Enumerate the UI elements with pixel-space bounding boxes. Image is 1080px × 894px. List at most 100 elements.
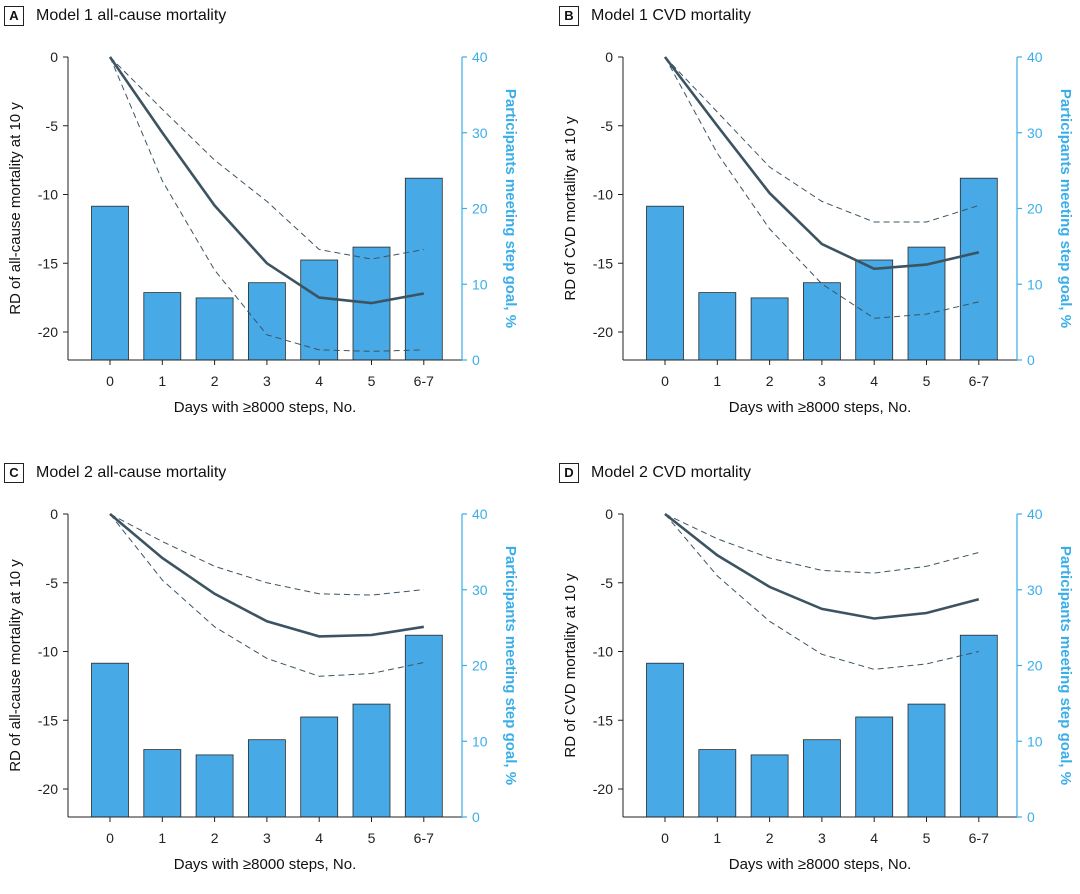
left-tick-label: -20 <box>38 324 58 340</box>
panel-header: D Model 2 CVD mortality <box>559 463 751 483</box>
left-tick-label: -15 <box>593 712 613 728</box>
bar <box>195 297 234 361</box>
x-tick-label: 2 <box>766 373 774 389</box>
x-tick-label: 6-7 <box>969 830 989 846</box>
bar <box>802 282 841 361</box>
left-tick-label: 0 <box>605 506 613 522</box>
chart-svg: 0 -5 -10 -15 -20 0 1 2 3 4 5 6-7 40 30 20 10 0 Days with … <box>7 49 519 416</box>
bar <box>195 754 234 818</box>
right-tick-label: 0 <box>472 809 480 825</box>
right-tick-label: 20 <box>472 658 488 674</box>
bar <box>352 703 391 818</box>
panel-letter: B <box>559 6 579 26</box>
x-tick-label: 4 <box>870 830 878 846</box>
x-tick-label: 5 <box>368 373 376 389</box>
bar <box>802 739 841 818</box>
right-tick-label: 40 <box>1027 506 1043 522</box>
panel-a: A Model 1 all-cause mortality 0 -5 -10 -15 -… <box>0 0 540 437</box>
panel-d: D Model 2 CVD mortality 0 -5 -10 -15 -20 0 1 2 3… <box>555 457 1080 894</box>
ci-line <box>664 56 979 319</box>
chart-svg: 0 -5 -10 -15 -20 0 1 2 3 4 5 6-7 40 30 20 10 0 Days with … <box>562 506 1074 873</box>
y-axis-label: RD of all-cause mortality at 10 y <box>7 102 24 315</box>
x-tick-label: 3 <box>263 830 271 846</box>
x-axis-label: Days with ≥8000 steps, No. <box>174 856 356 873</box>
ci-line <box>109 513 424 596</box>
chart-svg: 0 -5 -10 -15 -20 0 1 2 3 4 5 6-7 40 30 20 10 0 Days with … <box>7 506 519 873</box>
x-axis-label: Days with ≥8000 steps, No. <box>729 399 911 416</box>
left-tick-label: -15 <box>38 255 58 271</box>
x-tick-label: 1 <box>158 373 166 389</box>
panel-b: B Model 1 CVD mortality 0 -5 -10 -15 -20 0 1 2 3… <box>555 0 1080 437</box>
bar <box>855 716 894 818</box>
right-tick-label: 20 <box>1027 201 1043 217</box>
right-tick-label: 40 <box>1027 49 1043 65</box>
x-tick-label: 2 <box>766 830 774 846</box>
panel-title: Model 2 all-cause mortality <box>36 464 227 481</box>
bar <box>300 259 339 361</box>
x-tick-label: 0 <box>661 830 669 846</box>
x-tick-label: 0 <box>661 373 669 389</box>
x-tick-label: 2 <box>211 373 219 389</box>
bar <box>907 703 946 818</box>
bar <box>247 282 286 361</box>
x-tick-label: 4 <box>315 830 323 846</box>
bar <box>698 292 737 361</box>
ci-line <box>109 56 424 352</box>
left-tick-label: -10 <box>593 644 613 660</box>
left-tick-label: -5 <box>601 118 614 134</box>
left-tick-label: -5 <box>46 118 59 134</box>
panel-header: A Model 1 all-cause mortality <box>4 6 226 26</box>
bar <box>247 739 286 818</box>
bar <box>91 205 129 361</box>
right-tick-label: 20 <box>472 201 488 217</box>
y2-axis-label: Participants meeting step goal, % <box>1057 89 1074 328</box>
x-tick-label: 1 <box>158 830 166 846</box>
x-tick-label: 4 <box>315 373 323 389</box>
x-tick-label: 0 <box>106 830 114 846</box>
ci-line <box>664 513 979 670</box>
ci-line <box>664 56 979 223</box>
bar <box>646 662 684 818</box>
rd-line <box>108 56 425 305</box>
panel-letter: C <box>4 463 24 483</box>
bar <box>698 749 737 818</box>
x-tick-label: 5 <box>923 373 931 389</box>
right-tick-label: 20 <box>1027 658 1043 674</box>
right-tick-label: 0 <box>472 352 480 368</box>
bar <box>91 662 129 818</box>
rd-line <box>663 56 980 271</box>
right-tick-label: 10 <box>1027 733 1043 749</box>
left-tick-label: -10 <box>38 644 58 660</box>
x-axis-label: Days with ≥8000 steps, No. <box>174 399 356 416</box>
x-tick-label: 3 <box>263 373 271 389</box>
x-tick-label: 1 <box>713 830 721 846</box>
bar <box>646 205 684 361</box>
x-tick-label: 1 <box>713 373 721 389</box>
chart-svg: 0 -5 -10 -15 -20 0 1 2 3 4 5 6-7 40 30 20 10 0 Days with … <box>562 49 1074 416</box>
panel-letter: D <box>559 463 579 483</box>
y2-axis-label: Participants meeting step goal, % <box>502 546 519 785</box>
y-axis-label: RD of all-cause mortality at 10 y <box>7 559 24 772</box>
bar <box>300 716 339 818</box>
x-tick-label: 3 <box>818 373 826 389</box>
right-tick-label: 40 <box>472 49 488 65</box>
rd-line <box>664 512 980 620</box>
right-tick-label: 10 <box>472 733 488 749</box>
right-tick-label: 30 <box>1027 582 1043 598</box>
x-tick-label: 6-7 <box>414 830 434 846</box>
bar <box>959 177 998 361</box>
y2-axis-label: Participants meeting step goal, % <box>1057 546 1074 785</box>
right-tick-label: 0 <box>1027 809 1035 825</box>
ci-line <box>109 56 424 260</box>
panel-title: Model 1 all-cause mortality <box>36 7 227 24</box>
left-tick-label: -10 <box>38 187 58 203</box>
right-tick-label: 10 <box>1027 276 1043 292</box>
panel-title: Model 2 CVD mortality <box>591 464 752 481</box>
rd-line <box>109 513 425 638</box>
x-axis-label: Days with ≥8000 steps, No. <box>729 856 911 873</box>
left-tick-label: -20 <box>593 781 613 797</box>
right-tick-label: 40 <box>472 506 488 522</box>
bar <box>750 297 789 361</box>
right-tick-label: 30 <box>1027 125 1043 141</box>
bar <box>143 292 182 361</box>
